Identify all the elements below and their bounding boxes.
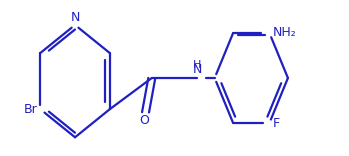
- Text: Br: Br: [24, 103, 37, 116]
- Text: N: N: [70, 11, 80, 24]
- Text: H: H: [193, 60, 201, 70]
- Text: NH₂: NH₂: [272, 26, 296, 39]
- Text: N: N: [193, 63, 202, 76]
- Text: O: O: [139, 114, 149, 127]
- Text: F: F: [272, 117, 280, 130]
